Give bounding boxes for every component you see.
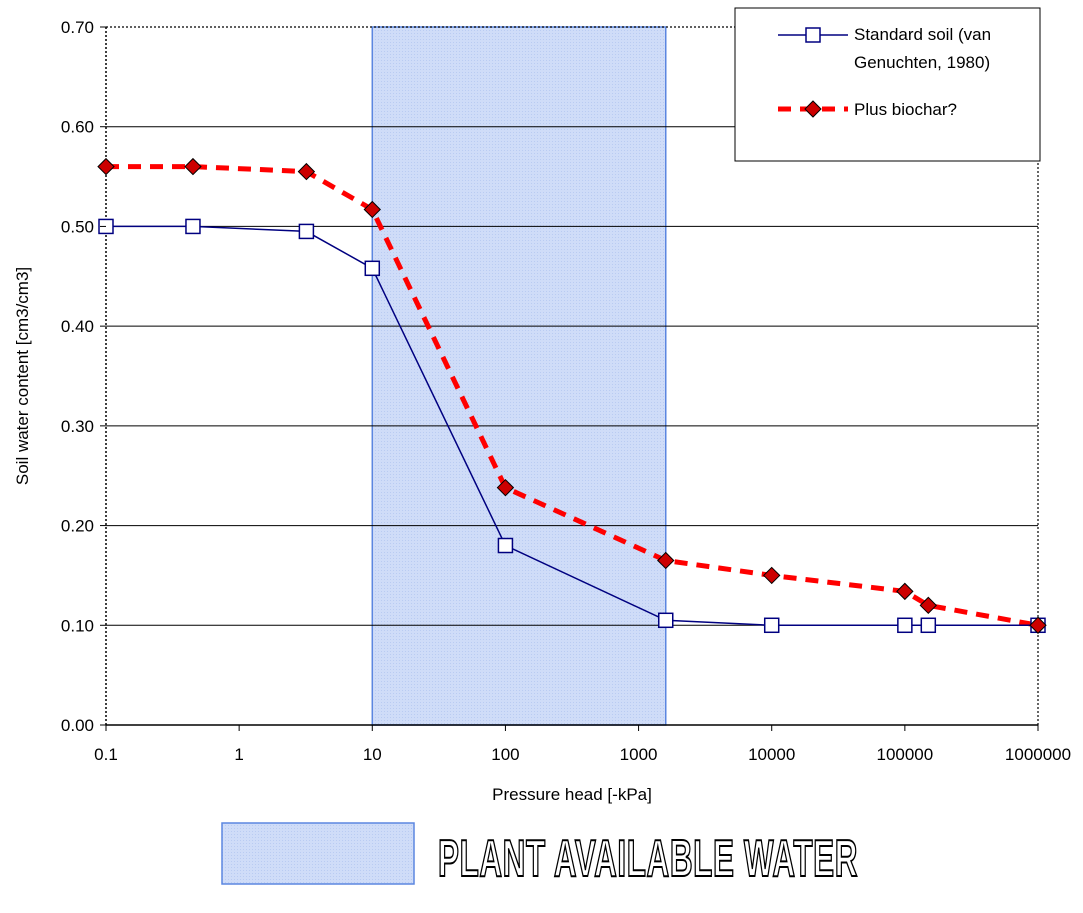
- x-axis-title: Pressure head [-kPa]: [492, 785, 652, 804]
- shaded-region: [371, 26, 667, 726]
- y-tick-label: 0.70: [61, 18, 94, 37]
- plus-biochar-point: [763, 566, 781, 585]
- legend-standard-soil-label: Standard soil (van: [854, 25, 991, 44]
- standard-soil-point: [185, 218, 201, 235]
- legend-plus-biochar-label: Plus biochar?: [854, 100, 957, 119]
- y-tick-label: 0.50: [61, 217, 94, 236]
- standard-soil-point: [298, 223, 315, 240]
- standard-soil-point: [657, 612, 674, 629]
- y-tick-label: 0.40: [61, 317, 94, 336]
- series-plus-biochar-line: [106, 164, 1039, 628]
- x-tick-label: 100: [491, 745, 519, 764]
- standard-soil-point: [897, 617, 913, 634]
- standard-soil-point: [364, 260, 381, 277]
- x-tick-label: 0.1: [94, 745, 118, 764]
- standard-soil-point: [763, 617, 780, 634]
- legend-standard-soil-label: Genuchten, 1980): [854, 53, 990, 72]
- x-tick-label: 1000000: [1005, 745, 1071, 764]
- legend-standard-soil-marker: [805, 27, 821, 43]
- legend: Standard soil (van Genuchten, 1980) Plus b…: [734, 7, 1041, 162]
- y-tick-label: 0.30: [61, 417, 94, 436]
- plus-biochar-point: [97, 157, 115, 176]
- x-tick-label: 10: [363, 745, 382, 764]
- plus-biochar-point: [657, 551, 675, 570]
- y-tick-label: 0.20: [61, 517, 94, 536]
- plus-biochar-point: [1029, 616, 1047, 634]
- y-tick-label: 0.10: [61, 616, 94, 635]
- plus-biochar-point: [297, 162, 316, 181]
- legend-box: [734, 7, 1041, 162]
- plus-biochar-point: [896, 582, 914, 601]
- region-caption: PLANT AVAILABLE WATER: [221, 822, 858, 889]
- region-caption-text: PLANT AVAILABLE WATER: [438, 830, 858, 888]
- x-tick-label: 1: [234, 745, 243, 764]
- region-legend-swatch: [221, 822, 415, 885]
- y-tick-label: 0.60: [61, 118, 94, 137]
- y-tick-label: 0.00: [61, 716, 94, 735]
- series-standard-soil-line: [106, 225, 1038, 627]
- x-tick-label: 100000: [876, 745, 933, 764]
- tick-labels: 0.00 0.10 0.20 0.30 0.40 0.50 0.60 0.70 0.1 1 10 10…: [61, 18, 1071, 764]
- standard-soil-point: [920, 617, 937, 634]
- plus-biochar-point: [496, 478, 515, 497]
- plus-biochar-point: [363, 200, 381, 219]
- legend-plus-biochar-marker: [804, 100, 822, 118]
- x-tick-label: 1000: [620, 745, 658, 764]
- plus-biochar-point: [919, 596, 938, 615]
- x-tick-label: 10000: [748, 745, 795, 764]
- standard-soil-point: [497, 537, 514, 554]
- y-axis-title: Soil water content [cm3/cm3]: [13, 267, 32, 485]
- plus-biochar-point: [184, 157, 202, 176]
- series-layer: [97, 157, 1047, 634]
- plant-available-water-band: [371, 26, 667, 726]
